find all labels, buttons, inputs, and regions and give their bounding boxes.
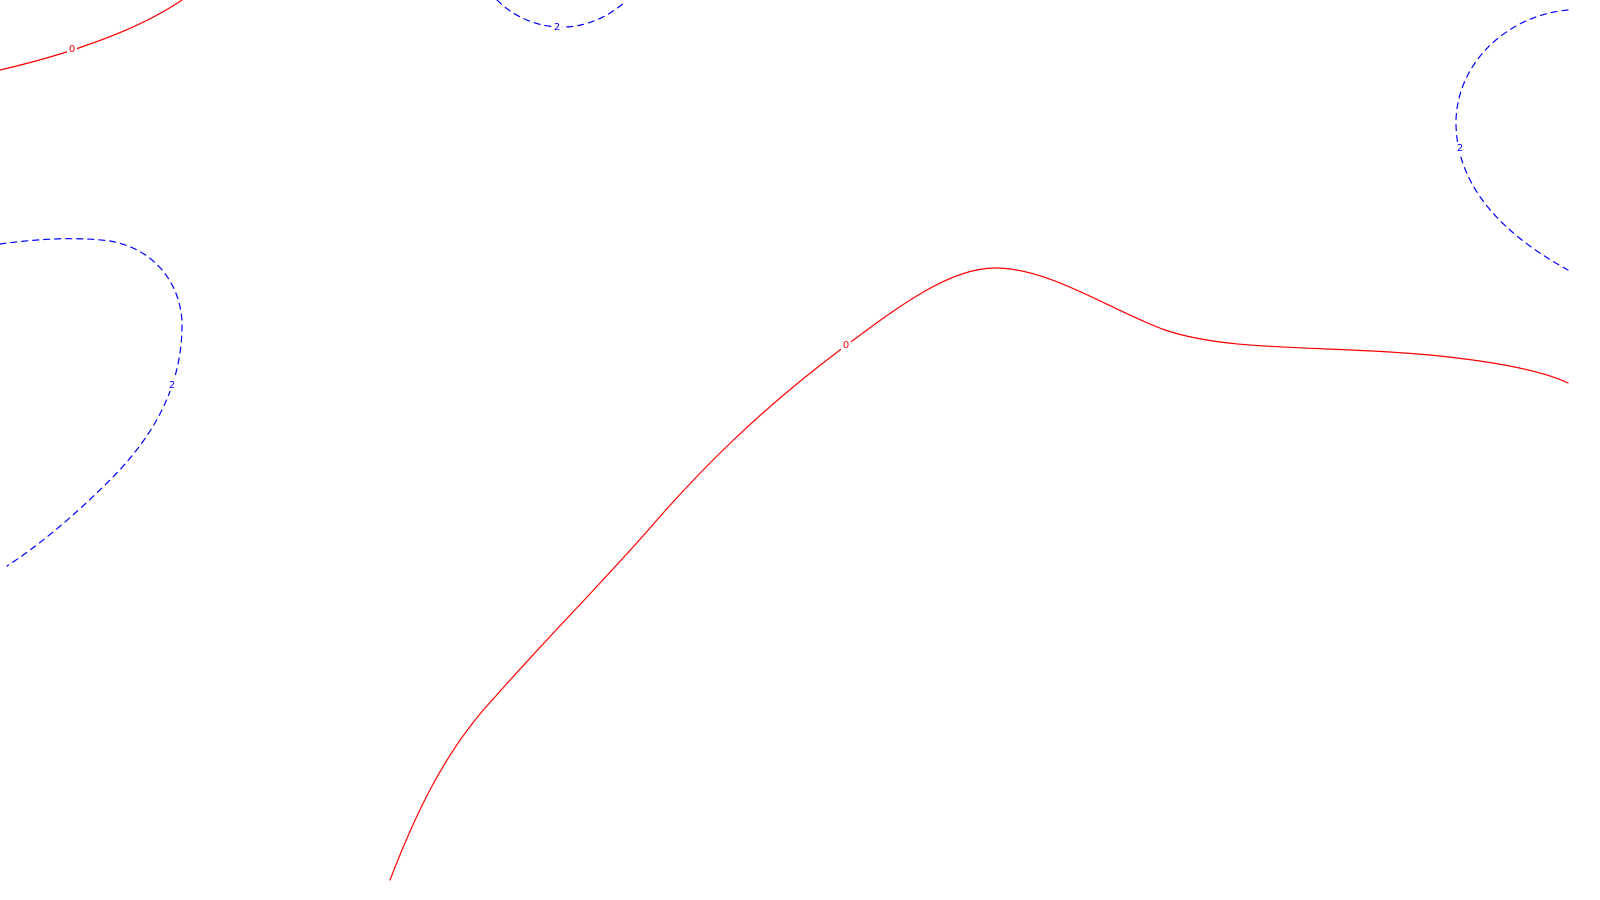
contour-layer: 0 0 2 2 2 (0, 0, 1569, 881)
contour-zero-topleft-label: 0 (69, 44, 75, 55)
contour-two-left-label: 2 (169, 380, 175, 391)
contour-two-top-line (496, 0, 626, 28)
contour-two-right-line (1455, 9, 1569, 271)
contour-two-left-line (0, 238, 183, 567)
contour-zero-main-label-bg (841, 339, 851, 351)
contour-two-left-label-bg (167, 379, 177, 391)
contour-two-right-label-bg (1455, 142, 1465, 154)
contour-zero-main-line (389, 267, 1569, 881)
contour-two-top-label: 2 (554, 22, 560, 33)
contour-two-top-label-bg (552, 21, 562, 33)
contour-zero-main-label: 0 (843, 340, 849, 351)
contour-two-right-label: 2 (1457, 143, 1463, 154)
contour-zero-topleft-line (0, 0, 183, 71)
contour-zero-topleft-label-bg (67, 43, 77, 55)
